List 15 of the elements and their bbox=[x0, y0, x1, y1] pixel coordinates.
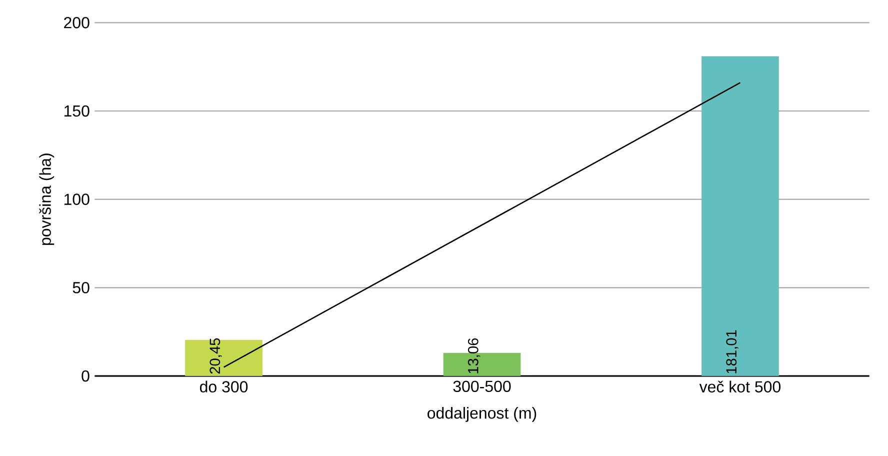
x-axis-title: oddaljenost (m) bbox=[428, 407, 536, 422]
x-tick-label: več kot 500 bbox=[699, 380, 780, 392]
data-label: 13,06 bbox=[468, 338, 480, 374]
y-tick-label: 200 bbox=[64, 17, 90, 28]
y-tick-label: 150 bbox=[64, 105, 90, 117]
bar bbox=[185, 340, 262, 376]
data-label: 20,45 bbox=[210, 338, 222, 374]
bar bbox=[702, 56, 779, 376]
x-tick-label: do 300 bbox=[200, 380, 248, 392]
y-axis-title: površina (ha) bbox=[39, 154, 54, 245]
y-tick-label: 0 bbox=[82, 370, 90, 382]
x-tick-label: 300-500 bbox=[453, 380, 511, 392]
y-tick-label: 50 bbox=[72, 282, 90, 294]
data-label: 181,01 bbox=[726, 330, 738, 374]
y-tick-label: 100 bbox=[64, 194, 90, 205]
